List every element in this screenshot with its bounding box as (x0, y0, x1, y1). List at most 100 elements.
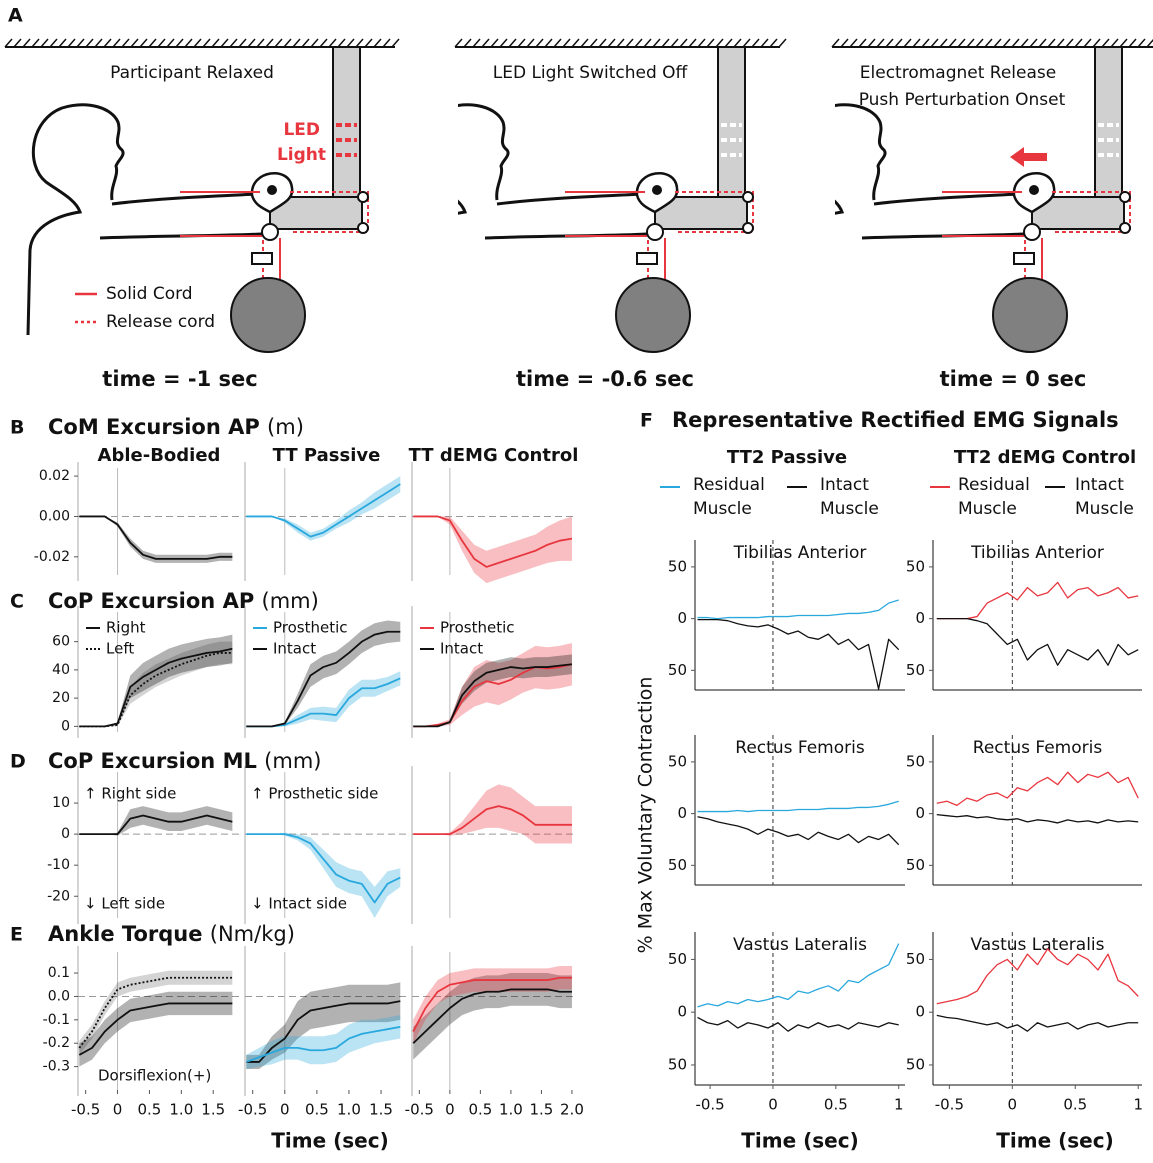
row-title: CoP Excursion AP (mm) (48, 589, 319, 613)
y-tick-label: 60 (52, 634, 70, 650)
ceiling-hatch (886, 39, 893, 47)
ceiling-hatch (194, 39, 201, 47)
x-tick-label: 0 (768, 1096, 778, 1114)
ceiling-hatch (832, 39, 839, 47)
ceiling-hatch (347, 39, 354, 47)
ceiling-hatch (329, 39, 336, 47)
ceiling-hatch (1111, 39, 1118, 47)
scene-time: time = -0.6 sec (516, 367, 694, 391)
x-tick-label: 0.5 (824, 1096, 848, 1114)
ceiling-hatch (1147, 39, 1153, 47)
ceiling-hatch (284, 39, 291, 47)
legend-swatch (787, 486, 807, 488)
panel-label: C (10, 591, 24, 613)
band (79, 516, 232, 562)
ceiling-hatch (77, 39, 84, 47)
y-tick-label: 0 (61, 826, 70, 842)
y-tick-label: -10 (47, 857, 70, 873)
pulley (647, 224, 663, 240)
y-tick-label: 0.00 (39, 508, 70, 524)
legend-swatch (930, 486, 950, 488)
ceiling-hatch (859, 39, 866, 47)
y-tick-label: 50 (906, 856, 925, 874)
handle-pin (267, 185, 277, 195)
y-tick-label: 50 (668, 1055, 687, 1073)
ceiling-hatch (473, 39, 480, 47)
ceiling-hatch (563, 39, 570, 47)
ceiling-hatch (32, 39, 39, 47)
ceiling-hatch (877, 39, 884, 47)
figure-canvas: A Participant Relaxed LED Light Switched… (0, 0, 1153, 1163)
ceiling-hatch (464, 39, 471, 47)
pulley (358, 192, 368, 202)
ceiling-hatch (976, 39, 983, 47)
legend-label: Prosthetic (440, 619, 515, 637)
panel-label: B (10, 417, 24, 439)
frame-post (1095, 47, 1122, 197)
ceiling-hatch (275, 39, 282, 47)
electromagnet (1014, 253, 1034, 264)
ceiling-hatch (1093, 39, 1100, 47)
pulley (1024, 224, 1040, 240)
ceiling-hatch (554, 39, 561, 47)
push-arrow (1010, 147, 1047, 167)
ceiling-hatch (374, 39, 381, 47)
y-axis-label: % Max Voluntary Contraction (635, 677, 657, 954)
y-tick-label: 0 (915, 1003, 925, 1021)
panel-label: F (640, 410, 653, 432)
y-tick-label: 20 (52, 690, 70, 706)
frame-post (333, 47, 360, 197)
ceiling-hatch (311, 39, 318, 47)
weight (231, 278, 305, 352)
ceiling-hatch (967, 39, 974, 47)
ceiling-hatch (1030, 39, 1037, 47)
annotation: ↓ Intact side (251, 895, 347, 913)
ceiling-hatch (1075, 39, 1082, 47)
line (698, 1017, 899, 1031)
line (937, 582, 1138, 618)
ceiling-hatch (455, 39, 462, 47)
ceiling-hatch (176, 39, 183, 47)
ceiling-hatch (617, 39, 624, 47)
ceiling-hatch (608, 39, 615, 47)
y-tick-label: 0 (677, 1003, 687, 1021)
ceiling-hatch (761, 39, 768, 47)
x-tick-label: 0 (1008, 1096, 1018, 1114)
ceiling-hatch (653, 39, 660, 47)
y-tick-label: -0.1 (43, 1012, 70, 1028)
x-tick-label: 1 (1133, 1096, 1143, 1114)
x-tick-label: 0.5 (468, 1101, 492, 1119)
y-tick-label: 50 (668, 950, 687, 968)
row-title-text: Ankle Torque (48, 922, 202, 946)
ceiling-hatch (994, 39, 1001, 47)
ceiling-hatch (356, 39, 363, 47)
line (698, 600, 899, 619)
y-tick-label: 50 (906, 661, 925, 679)
x-tick-label: 0.5 (1063, 1096, 1087, 1114)
row-units: (mm) (262, 589, 319, 613)
row-units: (m) (267, 415, 304, 439)
ceiling-hatch (1129, 39, 1136, 47)
scene (413, 39, 786, 352)
x-tick-label: -0.5 (405, 1101, 434, 1119)
y-tick-label: 0.02 (39, 468, 70, 484)
ceiling-hatch (940, 39, 947, 47)
legend-label: Right (106, 619, 146, 637)
annotation: Dorsiflexion(+) (98, 1067, 211, 1085)
panel-label: A (8, 5, 23, 27)
scene-caption: Participant Relaxed (110, 63, 274, 83)
ceiling-hatch (572, 39, 579, 47)
panel-title: Representative Rectified EMG Signals (672, 408, 1119, 432)
y-tick-label: 10 (52, 795, 70, 811)
electromagnet (637, 253, 657, 264)
ceiling-hatch (770, 39, 777, 47)
line (937, 619, 1138, 666)
panel-label: E (10, 924, 23, 946)
ceiling-hatch (1102, 39, 1109, 47)
ceiling-hatch (212, 39, 219, 47)
participant-arm (497, 194, 643, 204)
line (937, 772, 1138, 805)
ceiling-hatch (536, 39, 543, 47)
y-tick-label: 0 (915, 804, 925, 822)
ceiling-hatch (931, 39, 938, 47)
